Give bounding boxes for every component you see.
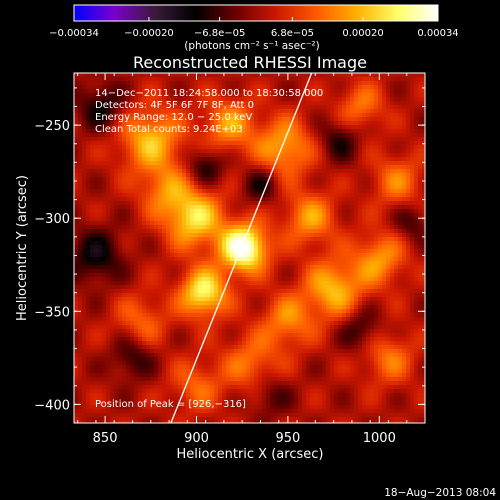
annotation-clean-counts: Clean Total counts: 9.24E+03 [95, 124, 243, 135]
colorbar-unit-label: (photons cm⁻² s⁻¹ asec⁻²) [184, 40, 319, 52]
chart-title: Reconstructed RHESSI Image [133, 53, 367, 72]
colorbar-ticks: −0.00034 −0.00020 −6.8e−05 6.8e−05 0.00020 0.… [49, 17, 459, 39]
plot-frame [73, 72, 426, 424]
colorbar-tick-label: −0.00034 [49, 28, 99, 39]
y-tick-label: −400 [34, 398, 70, 413]
x-tick-label: 950 [275, 431, 300, 446]
y-tick-label: −250 [34, 119, 70, 134]
x-axis-label: Heliocentric X (arcsec) [177, 447, 324, 462]
x-tick-label: 850 [93, 431, 118, 446]
annotation-peak-position: Position of Peak = [926,−316] [95, 399, 246, 410]
solar-limb-line [170, 73, 313, 423]
annotation-time-range: 14−Dec−2011 18:24:58.000 to 18:30:58.000 [95, 88, 323, 99]
x-tick-label: 1000 [363, 431, 396, 446]
axes: 850 900 950 1000 −250 −300 −350 −400 [34, 73, 426, 446]
colorbar-gradient [73, 4, 439, 22]
colorbar-tick-label: 6.8e−05 [271, 28, 314, 39]
colorbar-tick-label: 0.00034 [417, 28, 458, 39]
y-axis-label: Heliocentric Y (arcsec) [15, 175, 30, 321]
footer-timestamp: 18−Aug−2013 08:04 [384, 487, 496, 499]
image-annotations: 14−Dec−2011 18:24:58.000 to 18:30:58.000… [95, 88, 323, 410]
colorbar-tick-label: 0.00020 [342, 28, 383, 39]
colorbar: −0.00034 −0.00020 −6.8e−05 6.8e−05 0.00020 0.… [49, 4, 459, 52]
colorbar-tick-label: −0.00020 [124, 28, 174, 39]
y-tick-label: −350 [34, 305, 70, 320]
y-tick-label: −300 [34, 212, 70, 227]
colorbar-tick-label: −6.8e−05 [194, 28, 246, 39]
x-tick-label: 900 [184, 431, 209, 446]
annotation-detectors: Detectors: 4F 5F 6F 7F 8F, Att 0 [95, 100, 254, 111]
annotation-energy-range: Energy Range: 12.0 − 25.0 keV [95, 112, 252, 123]
